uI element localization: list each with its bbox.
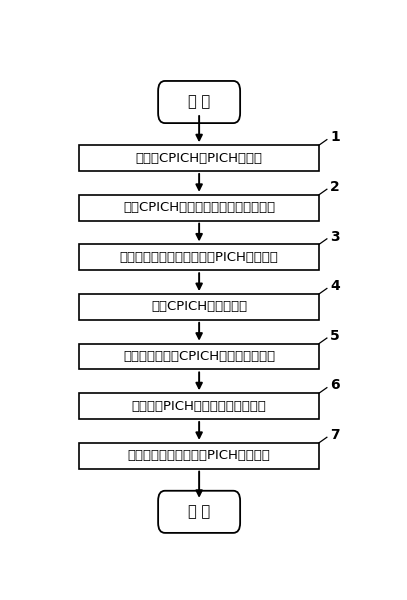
FancyBboxPatch shape [79,294,319,320]
FancyBboxPatch shape [79,195,319,221]
Text: 6: 6 [330,379,340,392]
Text: 开 始: 开 始 [188,95,210,110]
Text: 统计相干周期内CPICH信号电平的均値: 统计相干周期内CPICH信号电平的均値 [123,350,275,363]
Text: 获取CPICH的衰落周期: 获取CPICH的衰落周期 [151,301,247,313]
FancyBboxPatch shape [79,244,319,270]
Text: 利用上述硬判门限得到PICH目标信号: 利用上述硬判门限得到PICH目标信号 [128,449,271,462]
FancyBboxPatch shape [158,491,240,533]
Text: 4: 4 [330,279,340,293]
FancyBboxPatch shape [79,443,319,469]
Text: 利用上述信道衰落信息得到PICH解调信号: 利用上述信道衰落信息得到PICH解调信号 [120,251,278,264]
Text: 分解出CPICH和PICH的信号: 分解出CPICH和PICH的信号 [136,152,263,164]
FancyBboxPatch shape [158,81,240,123]
Text: 获取针对PICH解调信号的硬判门限: 获取针对PICH解调信号的硬判门限 [132,400,267,413]
FancyBboxPatch shape [79,145,319,171]
Text: 7: 7 [330,428,340,442]
Text: 结 束: 结 束 [188,505,210,520]
Text: 3: 3 [330,230,340,244]
Text: 获取CPICH的信道衰落信息和解调信号: 获取CPICH的信道衰落信息和解调信号 [123,201,275,214]
Text: 5: 5 [330,329,340,343]
Text: 2: 2 [330,180,340,194]
Text: 1: 1 [330,130,340,145]
FancyBboxPatch shape [79,344,319,370]
FancyBboxPatch shape [79,393,319,419]
